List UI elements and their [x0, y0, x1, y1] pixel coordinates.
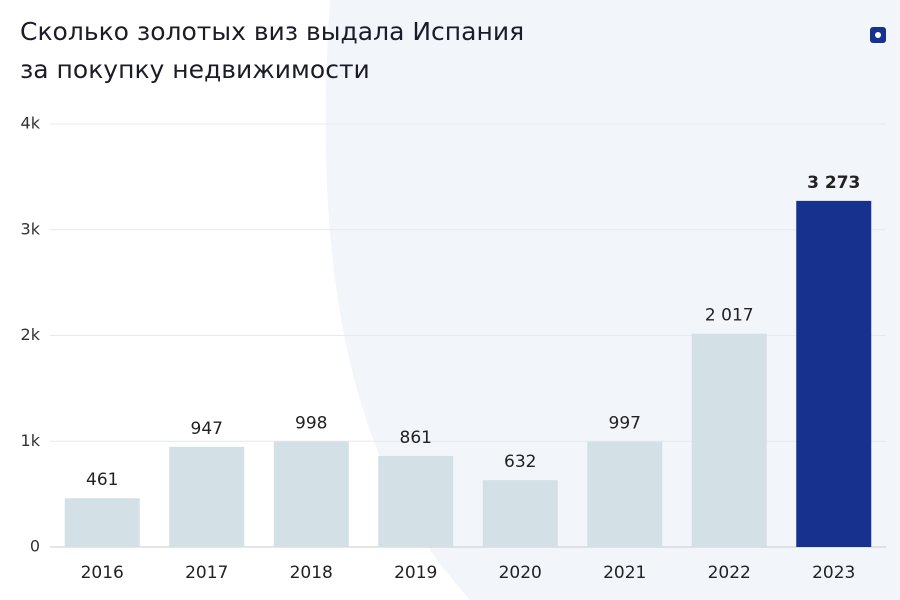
icon-dot — [875, 32, 881, 38]
y-tick-label: 2k — [21, 325, 41, 344]
bar — [64, 498, 140, 547]
x-tick-label: 2022 — [708, 563, 751, 583]
bar — [169, 446, 245, 547]
chart-title: Сколько золотых виз выдала Испания — [20, 17, 524, 46]
bar — [378, 455, 454, 547]
x-tick-label: 2023 — [812, 563, 855, 583]
x-tick-label: 2021 — [603, 563, 646, 583]
value-label: 2 017 — [705, 306, 754, 326]
value-label: 998 — [295, 413, 327, 433]
bar — [482, 480, 558, 547]
value-label: 947 — [191, 419, 223, 439]
x-tick-label: 2020 — [499, 563, 542, 583]
x-tick-label: 2016 — [81, 563, 124, 583]
x-tick-label: 2019 — [394, 563, 437, 583]
y-tick-label: 3k — [21, 219, 41, 238]
bar — [691, 333, 767, 547]
value-label: 861 — [400, 428, 432, 448]
x-tick-label: 2018 — [290, 563, 333, 583]
bar — [273, 441, 349, 547]
bar — [796, 200, 872, 547]
bar — [587, 441, 663, 547]
y-tick-label: 4k — [21, 114, 41, 133]
value-label: 461 — [86, 470, 118, 490]
value-label: 997 — [609, 414, 641, 434]
x-tick-label: 2017 — [185, 563, 228, 583]
value-label: 3 273 — [807, 173, 860, 193]
chart-title: за покупку недвижимости — [20, 55, 370, 84]
y-tick-label: 0 — [30, 537, 40, 556]
value-label: 632 — [504, 452, 536, 472]
y-tick-label: 1k — [21, 431, 41, 450]
